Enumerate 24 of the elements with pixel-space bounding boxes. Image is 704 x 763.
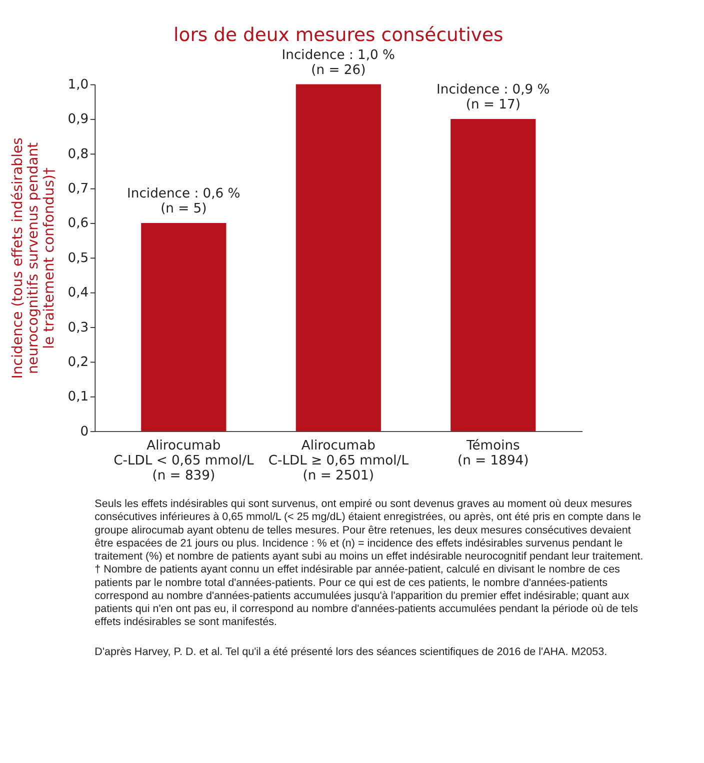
y-tick-label: 1,0 xyxy=(68,77,89,92)
y-tick-label: 0,8 xyxy=(68,146,89,162)
y-tick-label: 0 xyxy=(80,424,89,440)
text: Seuls les effets indésirables qui sont survenus, ont empiré ou sont devenus graves au moment où deux mesures consécutives inférieures à 0,65 mmol/L (< 25 mg/dL) étaient enregistrées, ou après, ont été pris en compte dans le groupe alirocumab ayant obtenu de telles mesures. Pour être retenues, les deux mesures consécutives devaient être espacées de 21 jours ou plus. Incidence : % et (n) = incidence des effets indésirables survenus pendant le traitement (%) et nombre de patients ayant subi au moins un effet indésirable neurocognitif pendant leur traitement. † Nombre de patients ayant connu un effet indésirable par année-patient, calculé en divisant le nombre de ces patients par le nombre total d'années-patients. Pour ce qui est de ces patients, le nombre d'années-patients correspond au nombre d'années-patients accumulées jusqu'à l'apparition du premier effet indésirable; quant aux patients qui n'en ont pas eu, il correspond au nombre d'années-patients accumulées pendant la période où de tels effets indésirables se sont manifestés. xyxy=(94,498,644,628)
y-axis-title: Incidence (tous effets indésirables neurocognitifs survenus pendant le traitement confondus)† xyxy=(10,138,58,379)
y-tick-label: 0,6 xyxy=(68,216,89,232)
y-tick-label: 0,3 xyxy=(68,320,89,336)
y-tick-label: 0,7 xyxy=(68,182,89,197)
y-tick-label: 0,9 xyxy=(68,112,89,128)
bar xyxy=(296,84,381,432)
y-tick-label: 0,1 xyxy=(68,390,89,405)
data-label: Incidence : 0,9 % (n = 17) xyxy=(436,82,550,113)
chart-title: lors de deux mesures consécutives xyxy=(174,25,504,46)
bar xyxy=(141,223,226,432)
data-label: Incidence : 0,6 % (n = 5) xyxy=(127,186,240,217)
y-tick-label: 0,4 xyxy=(68,286,89,301)
x-tick-label: Alirocumab C-LDL < 0,65 mmol/L (n = 839) xyxy=(114,438,254,484)
x-tick-label: Alirocumab C-LDL ≥ 0,65 mmol/L (n = 2501) xyxy=(268,438,410,484)
data-label: Incidence : 1,0 % (n = 26) xyxy=(282,48,396,78)
bar xyxy=(450,118,536,432)
text: D'après Harvey, P. D. et al. Tel qu'il a été présenté lors des séances scientifiques de 2016 de l'AHA. M2053. xyxy=(94,646,608,658)
y-tick-label: 0,5 xyxy=(68,250,89,266)
x-tick-label: Témoins (n = 1894) xyxy=(458,438,529,468)
y-tick-label: 0,2 xyxy=(68,354,89,370)
